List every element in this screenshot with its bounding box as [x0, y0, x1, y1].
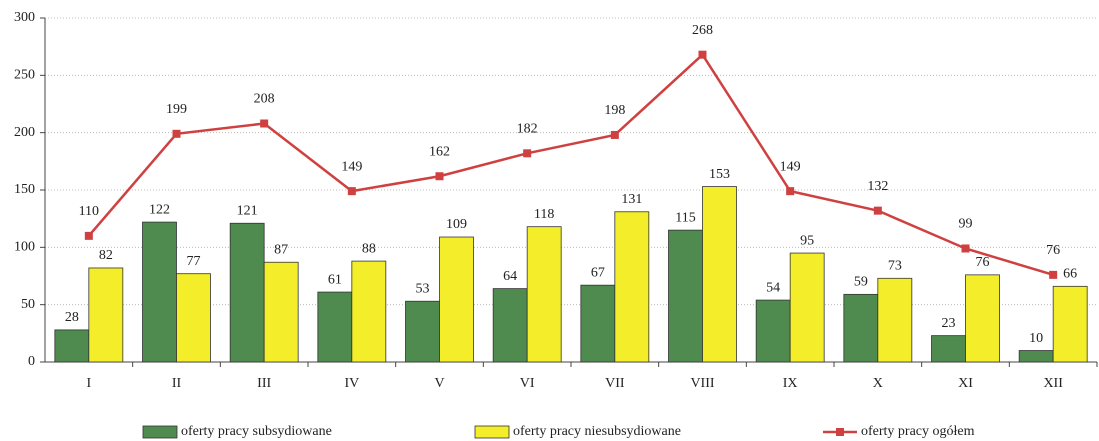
data-label: 199 — [166, 102, 187, 117]
data-label: 99 — [959, 217, 973, 232]
data-label: 73 — [888, 259, 902, 274]
line-marker — [172, 129, 181, 138]
line — [87, 52, 1054, 277]
x-tick-label: XI — [958, 376, 973, 391]
data-label: 88 — [362, 241, 376, 256]
data-label: 54 — [766, 280, 780, 295]
y-tick-label: 250 — [14, 68, 35, 83]
bar — [668, 229, 703, 363]
bar — [843, 293, 879, 363]
line-marker — [347, 187, 356, 196]
bar — [229, 222, 265, 363]
data-label: 162 — [429, 144, 450, 159]
data-label: 198 — [604, 103, 625, 118]
y-tick-label: 200 — [14, 125, 35, 140]
bar — [142, 221, 177, 363]
data-label: 110 — [79, 204, 99, 219]
data-label: 59 — [854, 275, 868, 290]
data-label: 153 — [709, 167, 730, 182]
bar — [263, 261, 299, 363]
line-marker — [435, 172, 444, 181]
line-marker — [84, 231, 93, 240]
x-tick-label: V — [434, 376, 444, 391]
line-marker — [610, 130, 619, 139]
data-label: 66 — [1063, 267, 1077, 282]
bar — [54, 329, 90, 363]
legend-marker — [836, 428, 844, 436]
bar — [526, 226, 562, 363]
data-label: 67 — [591, 265, 605, 280]
line-marker — [523, 149, 532, 158]
y-tick-label: 150 — [14, 182, 35, 197]
data-label: 82 — [99, 248, 113, 263]
data-label: 76 — [976, 255, 990, 270]
y-tick-label: 300 — [14, 10, 35, 25]
bar — [351, 260, 387, 363]
bar — [580, 284, 616, 363]
bar — [931, 335, 966, 363]
legend-label: oferty pracy niesubsydiowane — [513, 424, 681, 439]
data-label: 109 — [446, 217, 467, 232]
data-label: 23 — [942, 316, 956, 331]
data-label: 121 — [237, 203, 258, 218]
bar — [405, 300, 440, 363]
legend-label: oferty pracy ogółem — [861, 424, 975, 439]
data-label: 208 — [254, 92, 275, 107]
bar — [1052, 285, 1088, 363]
bar — [439, 236, 474, 363]
legend-swatch — [474, 425, 510, 439]
x-tick-label: I — [86, 376, 91, 391]
bar — [702, 186, 737, 363]
data-label: 76 — [1046, 243, 1060, 258]
line-marker — [260, 119, 269, 128]
y-tick-label: 0 — [28, 354, 35, 369]
bar — [317, 291, 353, 363]
bar — [755, 299, 791, 363]
x-tick-label: VI — [520, 376, 535, 391]
x-tick-label: IX — [783, 376, 798, 391]
x-tick-label: VIII — [690, 376, 714, 391]
data-label: 61 — [328, 272, 342, 287]
bar — [877, 277, 913, 363]
data-label: 132 — [867, 179, 888, 194]
line-marker — [961, 244, 970, 253]
legend-swatch — [142, 425, 178, 439]
bar — [88, 267, 124, 363]
legend-label: oferty pracy subsydiowane — [181, 424, 332, 439]
data-label: 268 — [692, 23, 713, 38]
data-label: 64 — [503, 269, 517, 284]
data-label: 182 — [517, 122, 538, 137]
data-label: 28 — [65, 310, 79, 325]
bar — [1018, 350, 1054, 363]
bar — [965, 274, 1000, 363]
data-label: 53 — [416, 281, 430, 296]
data-label: 149 — [341, 159, 362, 174]
x-tick-label: VII — [605, 376, 625, 391]
bar — [789, 252, 825, 363]
x-tick-label: IV — [344, 376, 359, 391]
data-label: 118 — [534, 207, 554, 222]
data-label: 77 — [187, 254, 201, 269]
x-tick-label: III — [257, 376, 271, 391]
line-marker — [1049, 270, 1058, 279]
line-marker — [698, 50, 707, 59]
bar — [492, 288, 528, 363]
data-label: 115 — [675, 210, 695, 225]
x-tick-label: II — [172, 376, 182, 391]
data-label: 95 — [800, 233, 814, 248]
y-tick-label: 100 — [14, 240, 35, 255]
data-label: 10 — [1029, 331, 1043, 346]
line-marker — [786, 187, 795, 196]
data-label: 149 — [780, 159, 801, 174]
x-tick-label: X — [873, 376, 883, 391]
x-tick-label: XII — [1043, 376, 1063, 391]
line-marker — [873, 206, 882, 215]
data-label: 122 — [149, 202, 170, 217]
bar — [614, 211, 650, 363]
bar — [176, 273, 211, 363]
data-label: 131 — [621, 192, 642, 207]
y-tick-label: 50 — [21, 297, 35, 312]
data-label: 87 — [274, 242, 288, 257]
